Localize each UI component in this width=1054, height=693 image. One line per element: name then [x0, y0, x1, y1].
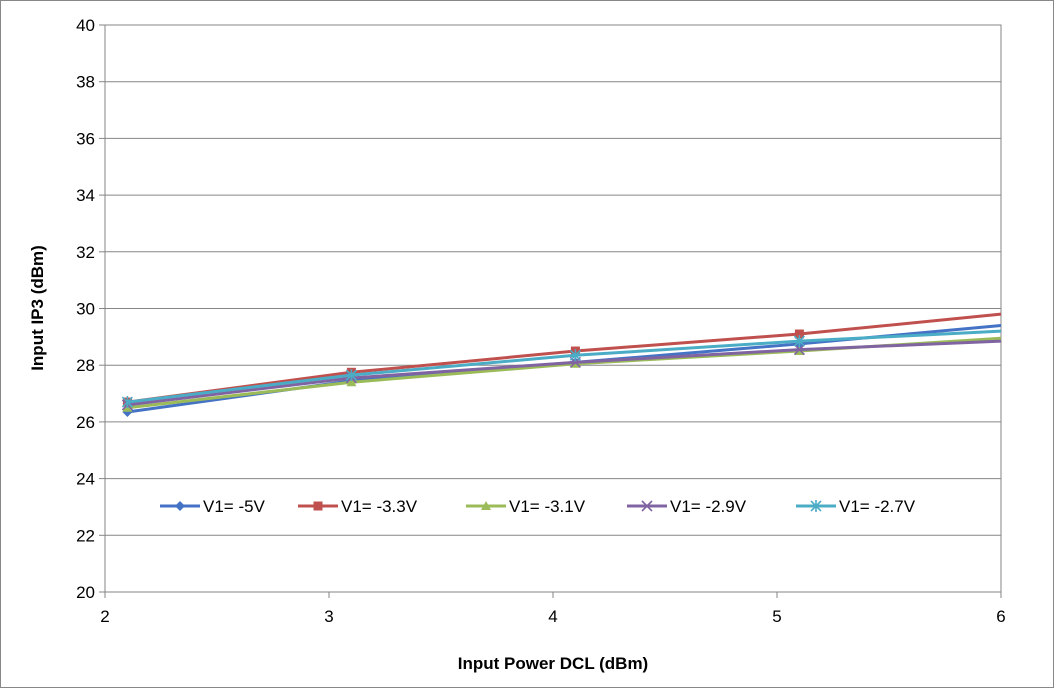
data-point	[793, 335, 805, 348]
y-tick-label: 20	[76, 583, 95, 602]
series-5	[121, 329, 1002, 409]
legend-entry-3: V1= -3.1V	[466, 497, 586, 516]
y-axis-title: Input IP3 (dBm)	[28, 245, 47, 371]
data-point	[569, 349, 581, 362]
legend-swatch-marker	[313, 501, 323, 511]
x-axis-title: Input Power DCL (dBm)	[458, 654, 648, 673]
series-lines	[121, 312, 1002, 417]
data-point	[793, 344, 805, 356]
data-point	[346, 377, 357, 387]
data-point	[121, 396, 133, 409]
legend-entry-2: V1= -3.3V	[298, 497, 418, 516]
legend-label: V1= -5V	[203, 497, 266, 516]
y-tick-label: 22	[76, 526, 95, 545]
legend-label: V1= -2.9V	[670, 497, 747, 516]
x-tick-label: 4	[548, 607, 557, 626]
x-tick-label: 6	[996, 607, 1005, 626]
legend-entry-5: V1= -2.7V	[796, 497, 916, 516]
y-tick-label: 36	[76, 129, 95, 148]
data-point	[345, 369, 357, 382]
legend-entry-1: V1= -5V	[160, 497, 266, 516]
x-tick-label: 3	[324, 607, 333, 626]
legend-label: V1= -3.1V	[509, 497, 586, 516]
legend-swatch-marker	[481, 501, 491, 510]
legend-label: V1= -3.3V	[341, 497, 418, 516]
legend-label: V1= -2.7V	[839, 497, 916, 516]
legend-entry-4: V1= -2.9V	[627, 497, 747, 516]
legend-swatch-marker	[175, 501, 185, 511]
y-tick-label: 24	[76, 470, 95, 489]
legend-swatch-marker	[810, 500, 822, 512]
y-tick-label: 40	[76, 16, 95, 35]
legend-swatch-marker	[641, 500, 653, 512]
data-point	[794, 329, 804, 339]
y-tick-label: 38	[76, 73, 95, 92]
y-tick-label: 32	[76, 243, 95, 262]
y-tick-label: 28	[76, 356, 95, 375]
x-tick-label: 5	[772, 607, 781, 626]
x-tick-label: 2	[100, 607, 109, 626]
y-tick-label: 34	[76, 186, 95, 205]
legend: V1= -5V V1= -3.3V V1= -3.1V V1= -2.9V V1= -2…	[160, 497, 916, 516]
y-tick-label: 26	[76, 413, 95, 432]
y-tick-label: 30	[76, 300, 95, 319]
